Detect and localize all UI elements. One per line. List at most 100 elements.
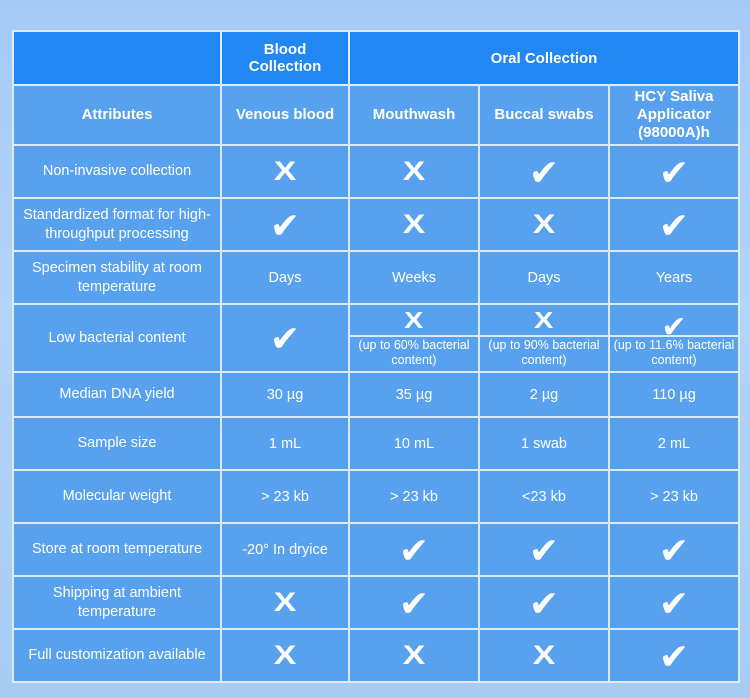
column-header-mouthwash: Mouthwash <box>348 84 480 146</box>
value-text: 30 µg <box>266 386 304 403</box>
value-cell: 2 mL <box>608 416 740 471</box>
table-row: Full customization available X X X ✔ <box>12 628 740 683</box>
check-icon: ✔ <box>658 635 690 677</box>
comparison-table: Blood Collection Oral Collection Attribu… <box>12 30 740 683</box>
value-text: Days <box>268 269 302 286</box>
split-cell-note: (up to 11.6% bacterial content) <box>613 338 735 367</box>
table-row: Median DNA yield 30 µg 35 µg 2 µg 110 µg <box>12 371 740 418</box>
value-text: 2 mL <box>657 435 691 452</box>
attribute-label: Store at room temperature <box>31 541 203 558</box>
column-header-hcy-saliva-applicator: HCY Saliva Applicator (98000A)h <box>608 84 740 146</box>
value-cell: 1 swab <box>478 416 610 471</box>
split-cell-mark-area: X <box>481 306 607 337</box>
check-icon: ✔ <box>528 582 560 624</box>
x-cell: X <box>348 144 480 199</box>
table-row: Specimen stability at room temperature Da… <box>12 250 740 305</box>
attribute-cell: Non-invasive collection <box>12 144 222 199</box>
value-cell: > 23 kb <box>608 469 740 524</box>
column-header-attributes: Attributes <box>12 84 222 146</box>
attribute-cell: Standardized format for high-throughput … <box>12 197 222 252</box>
check-icon: ✔ <box>658 582 690 624</box>
value-cell: Days <box>220 250 350 305</box>
attribute-label: Full customization available <box>28 647 206 664</box>
x-icon: X <box>402 156 426 186</box>
group-header-row: Blood Collection Oral Collection <box>12 30 740 86</box>
value-text: -20° In dryice <box>242 541 328 558</box>
attribute-cell: Sample size <box>12 416 222 471</box>
attribute-cell: Shipping at ambient temperature <box>12 575 222 630</box>
table-row: Sample size 1 mL 10 mL 1 swab 2 mL <box>12 416 740 471</box>
value-text: 10 mL <box>393 435 435 452</box>
value-text: > 23 kb <box>390 488 438 505</box>
x-cell: X <box>220 144 350 199</box>
x-icon: X <box>534 307 554 333</box>
check-cell: ✔ <box>608 197 740 252</box>
check-icon: ✔ <box>661 310 687 344</box>
attribute-label: Specimen stability at room temperature <box>31 259 203 295</box>
value-text: 110 µg <box>652 386 696 403</box>
value-cell: 1 mL <box>220 416 350 471</box>
value-text: > 23 kb <box>650 488 698 505</box>
value-cell: 2 µg <box>478 371 610 418</box>
x-icon: X <box>402 209 426 239</box>
value-cell: 35 µg <box>348 371 480 418</box>
x-cell: X <box>220 628 350 683</box>
value-text: 2 µg <box>529 386 559 403</box>
check-cell: ✔ <box>348 522 480 577</box>
column-header-venous-blood: Venous blood <box>220 84 350 146</box>
check-icon: ✔ <box>658 529 690 571</box>
split-cell-note: (up to 60% bacterial content) <box>358 338 470 367</box>
value-cell: -20° In dryice <box>220 522 350 577</box>
x-icon: X <box>404 307 424 333</box>
attribute-label: Non-invasive collection <box>42 163 192 180</box>
x-cell: X <box>478 197 610 252</box>
check-icon: ✔ <box>528 151 560 193</box>
check-icon: ✔ <box>658 204 690 246</box>
group-header-blood-collection: Blood Collection <box>220 30 350 86</box>
table-body: Non-invasive collection X X ✔ ✔ Standardized … <box>12 144 740 683</box>
check-icon: ✔ <box>398 582 430 624</box>
value-text: 1 mL <box>268 435 302 452</box>
value-cell: Weeks <box>348 250 480 305</box>
split-cell-note: (up to 90% bacterial content) <box>488 338 600 367</box>
check-cell: ✔ <box>478 144 610 199</box>
value-cell: 10 mL <box>348 416 480 471</box>
value-cell: 110 µg <box>608 371 740 418</box>
attribute-label: Standardized format for high-throughput … <box>23 206 211 242</box>
attribute-label: Sample size <box>77 435 157 452</box>
split-cell: X (up to 90% bacterial content) <box>478 303 610 373</box>
value-text: Weeks <box>391 269 437 286</box>
value-text: > 23 kb <box>261 488 309 505</box>
comparison-table-container: Blood Collection Oral Collection Attribu… <box>12 30 740 683</box>
group-header-spacer <box>12 30 222 86</box>
table-row: Shipping at ambient temperature X ✔ ✔ ✔ <box>12 575 740 630</box>
x-icon: X <box>402 640 426 670</box>
split-cell-mark-area: X <box>351 306 477 337</box>
attribute-label: Low bacterial content <box>48 329 186 346</box>
value-cell: > 23 kb <box>220 469 350 524</box>
x-icon: X <box>532 640 556 670</box>
x-icon: X <box>532 209 556 239</box>
check-icon: ✔ <box>528 529 560 571</box>
x-icon: X <box>273 156 297 186</box>
x-icon: X <box>273 587 297 617</box>
check-cell: ✔ <box>608 628 740 683</box>
check-cell: ✔ <box>608 144 740 199</box>
check-icon: ✔ <box>269 318 301 359</box>
value-text: Days <box>527 269 561 286</box>
check-cell: ✔ <box>478 522 610 577</box>
value-text: Years <box>655 269 693 286</box>
attribute-cell: Median DNA yield <box>12 371 222 418</box>
value-cell: > 23 kb <box>348 469 480 524</box>
check-cell: ✔ <box>608 575 740 630</box>
value-cell: 30 µg <box>220 371 350 418</box>
x-cell: X <box>220 575 350 630</box>
attribute-cell: Low bacterial content <box>12 303 222 373</box>
column-header-row: Attributes Venous blood Mouthwash Buccal… <box>12 84 740 146</box>
check-cell: ✔ <box>220 197 350 252</box>
check-icon: ✔ <box>658 151 690 193</box>
value-cell: Days <box>478 250 610 305</box>
group-header-oral-collection: Oral Collection <box>348 30 740 86</box>
attribute-label: Shipping at ambient temperature <box>52 584 182 620</box>
x-icon: X <box>273 640 297 670</box>
